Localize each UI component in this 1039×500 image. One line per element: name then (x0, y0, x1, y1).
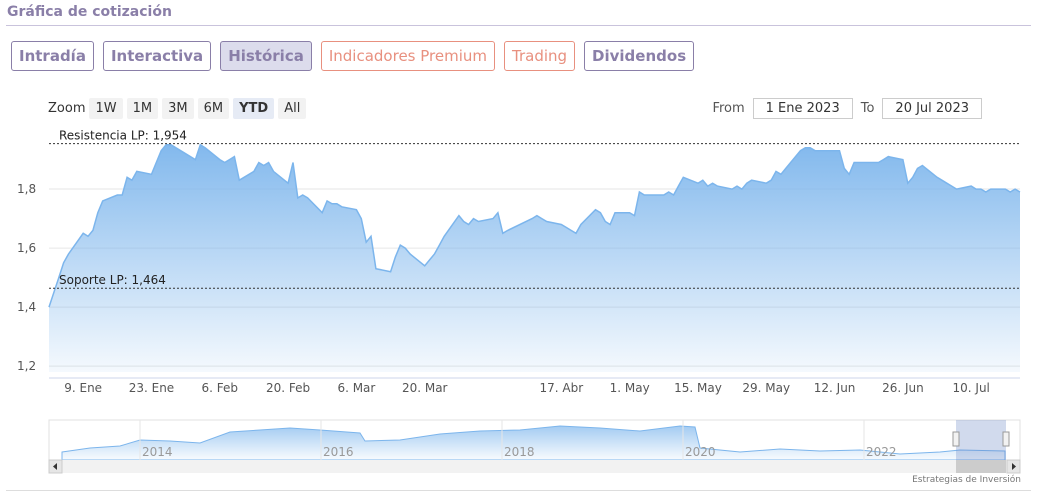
plot-line-label: Resistencia LP: 1,954 (59, 129, 187, 143)
tab[interactable]: Trading (504, 41, 576, 71)
zoom-button[interactable]: All (278, 98, 307, 119)
x-tick-label: 20. Mar (402, 381, 448, 395)
x-tick-label: 10. Jul (953, 381, 990, 395)
tabs: Intradía Interactiva Histórica Indicadores … (11, 41, 695, 71)
x-tick-label: 12. Jun (814, 381, 856, 395)
plot-line-label: Soporte LP: 1,464 (59, 273, 166, 287)
x-tick-label: 29. May (742, 381, 790, 395)
navigator-label: 2014 (142, 445, 173, 459)
navigator-label: 2016 (323, 445, 354, 459)
zoom-button[interactable]: YTD (233, 98, 275, 119)
x-tick-label: 20. Feb (266, 381, 310, 395)
scroll-right-icon (1012, 463, 1016, 470)
to-label: To (860, 101, 875, 116)
x-tick-label: 15. May (674, 381, 722, 395)
x-tick-label: 26. Jun (882, 381, 924, 395)
to-input[interactable]: 20 Jul 2023 (882, 98, 982, 119)
footer-rule (6, 490, 1031, 491)
date-range: From 1 Ene 2023 To 20 Jul 2023 (712, 98, 982, 119)
zoom-bar: Zoom 1W 1M 3M 6M YTD All (48, 98, 307, 119)
x-tick-label: 6. Feb (202, 381, 239, 395)
zoom-button[interactable]: 3M (162, 98, 194, 119)
scrollbar-thumb[interactable] (956, 460, 1006, 473)
credit: Estrategias de Inversión (912, 475, 1021, 485)
x-tick-label: 1. May (610, 381, 650, 395)
navigator-handle[interactable] (1002, 431, 1010, 447)
tab[interactable]: Intradía (11, 41, 94, 71)
scrollbar-track[interactable] (49, 460, 1020, 473)
tab[interactable]: Histórica (220, 41, 312, 71)
y-tick-label: 1,8 (17, 182, 36, 196)
navigator-handle[interactable] (952, 431, 960, 447)
scroll-left-icon (53, 463, 57, 470)
y-tick-label: 1,6 (17, 241, 36, 255)
area-line (48, 143, 1021, 308)
from-input[interactable]: 1 Ene 2023 (752, 98, 853, 119)
navigator-label: 2022 (866, 445, 897, 459)
navigator-label: 2020 (685, 445, 716, 459)
x-tick-label: 6. Mar (337, 381, 375, 395)
zoom-button[interactable]: 1W (89, 98, 123, 119)
navigator-label: 2018 (504, 445, 535, 459)
navigator-window[interactable] (956, 420, 1006, 460)
from-label: From (712, 101, 745, 116)
y-tick-label: 1,4 (17, 300, 36, 314)
x-tick-label: 17. Abr (540, 381, 584, 395)
tab[interactable]: Indicadores Premium (320, 41, 495, 71)
zoom-button[interactable]: 6M (197, 98, 230, 119)
navigator: 2014 2016 2018 2020 2022 (48, 419, 1021, 474)
zoom-button[interactable]: 1M (126, 98, 159, 119)
header-rule (6, 25, 1031, 26)
header-title: Gráfica de cotización (7, 4, 172, 20)
zoom-label: Zoom (48, 101, 86, 116)
tab[interactable]: Dividendos (584, 41, 695, 71)
y-tick-label: 1,2 (17, 359, 36, 373)
x-tick-label: 23. Ene (129, 381, 174, 395)
navigator-series (61, 425, 1006, 461)
tab[interactable]: Interactiva (102, 41, 212, 71)
area-fill (49, 144, 1020, 372)
x-tick-label: 9. Ene (64, 381, 102, 395)
